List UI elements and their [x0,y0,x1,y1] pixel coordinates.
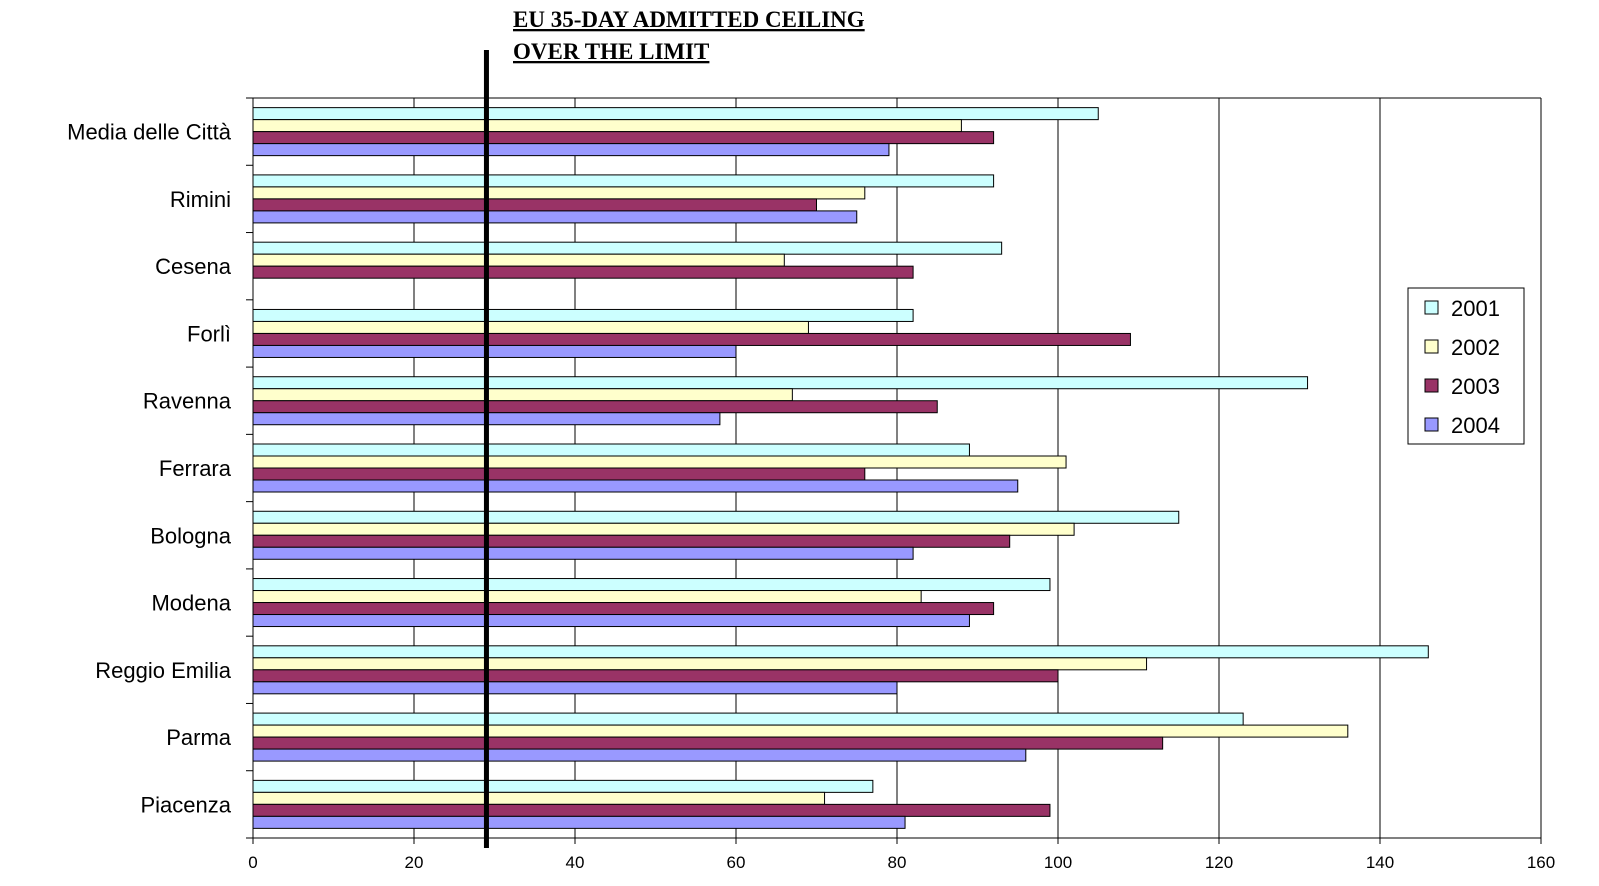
x-tick-label: 140 [1366,853,1394,872]
bar-parma-2004 [252,748,1027,762]
x-tick-label: 0 [248,853,257,872]
bar-forl--2001 [252,308,914,322]
x-tick-label: 40 [566,853,585,872]
category-label: Piacenza [140,792,231,817]
category-label: Modena [151,591,231,616]
category-label: Forlì [187,321,231,346]
bars [252,107,1429,829]
bar-piacenza-2003 [252,803,1051,817]
category-label: Media delle Città [67,120,232,145]
bar-parma-2001 [252,712,1244,726]
bar-bologna-2002 [252,522,1075,536]
legend-swatch-2002 [1424,339,1439,354]
bar-media-delle-citt--2002 [252,119,962,133]
x-tick-label: 120 [1205,853,1233,872]
bar-rimini-2003 [252,198,817,212]
bar-modena-2001 [252,578,1051,592]
legend-swatch-2003 [1424,378,1439,393]
bar-bologna-2001 [252,510,1180,524]
bar-cesena-2001 [252,241,1003,255]
bar-bologna-2004 [252,546,914,560]
bar-piacenza-2002 [252,791,826,805]
bar-rimini-2004 [252,210,858,224]
legend-label-2001: 2001 [1451,296,1500,321]
bar-ferrara-2001 [252,443,970,457]
annotation-line-1: EU 35-DAY ADMITTED CEILING [513,7,865,32]
bar-reggio-emilia-2004 [252,681,898,695]
legend-swatch-2001 [1424,300,1439,315]
bar-piacenza-2004 [252,815,906,829]
bar-modena-2004 [252,614,970,628]
bar-cesena-2002 [252,253,785,267]
legend: 2001 2002 2003 2004 [1407,287,1525,445]
bar-modena-2002 [252,590,922,604]
legend-label-2004: 2004 [1451,413,1500,438]
legend-label-2002: 2002 [1451,335,1500,360]
tick-labels: 0 20 40 60 80 100 120 140 160 [248,853,1555,872]
bar-bologna-2003 [252,534,1011,548]
bar-ravenna-2002 [252,388,793,402]
bar-media-delle-citt--2001 [252,107,1099,121]
bar-reggio-emilia-2003 [252,669,1059,683]
bar-ferrara-2002 [252,455,1067,469]
bar-cesena-2003 [252,265,914,279]
category-labels: Piacenza Parma Reggio Emilia Modena Bologna F… [67,120,232,818]
x-tick-label: 60 [727,853,746,872]
category-label: Cesena [155,254,232,279]
bar-media-delle-citt--2003 [252,131,995,145]
category-label: Ferrara [159,456,232,481]
x-tick-label: 20 [405,853,424,872]
category-label: Parma [166,725,232,750]
x-tick-label: 100 [1044,853,1072,872]
category-label: Ravenna [143,389,232,414]
category-label: Rimini [170,187,231,212]
bar-reggio-emilia-2002 [252,657,1148,671]
category-label: Bologna [150,523,232,548]
category-label: Reggio Emilia [95,658,231,683]
bar-ferrara-2003 [252,467,866,481]
bar-parma-2002 [252,724,1349,738]
bar-reggio-emilia-2001 [252,645,1429,659]
x-tick-label: 160 [1527,853,1555,872]
legend-swatch-2004 [1424,417,1439,432]
bar-piacenza-2001 [252,779,874,793]
bar-ferrara-2004 [252,479,1019,493]
bar-ravenna-2003 [252,400,938,414]
bar-forl--2002 [252,320,809,334]
bar-forl--2004 [252,344,737,358]
bar-rimini-2002 [252,186,866,200]
bar-rimini-2001 [252,174,995,188]
x-tick-label: 80 [888,853,907,872]
legend-label-2003: 2003 [1451,374,1500,399]
annotation-line-2: OVER THE LIMIT [513,39,709,64]
bar-modena-2003 [252,602,995,616]
annotation: EU 35-DAY ADMITTED CEILING OVER THE LIMI… [513,7,865,64]
bar-parma-2003 [252,736,1164,750]
bar-forl--2003 [252,332,1131,346]
axes [246,97,1542,844]
bar-ravenna-2001 [252,376,1309,390]
bar-media-delle-citt--2004 [252,143,890,157]
